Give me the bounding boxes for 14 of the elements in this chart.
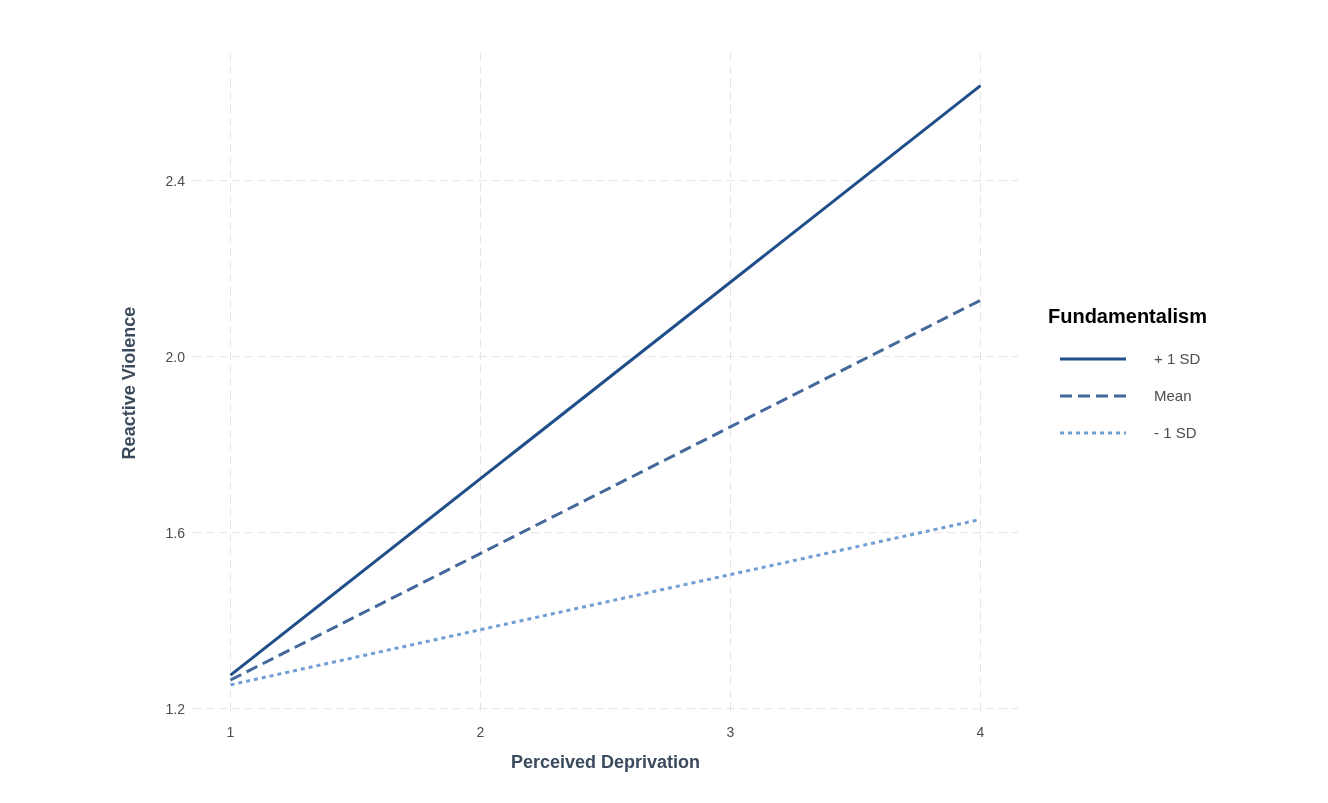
x-axis-title: Perceived Deprivation (510, 752, 701, 772)
x-tick-label: 4 (976, 724, 985, 740)
y-tick-label: 1.2 (165, 700, 186, 717)
x-tick-label: 1 (226, 724, 235, 740)
legend-label: Mean (1154, 387, 1192, 405)
legend-label: - 1 SD (1154, 424, 1197, 442)
x-tick-label: 3 (726, 724, 735, 740)
y-tick-label: 2.4 (165, 172, 186, 189)
legend-label: + 1 SD (1154, 350, 1201, 368)
x-tick-label: 2 (476, 724, 485, 740)
y-tick-label: 1.6 (165, 524, 186, 541)
y-axis-title: Reactive Violence (119, 306, 139, 460)
y-tick-label: 2.0 (165, 348, 186, 365)
legend-title: Fundamentalism (1048, 305, 1207, 327)
